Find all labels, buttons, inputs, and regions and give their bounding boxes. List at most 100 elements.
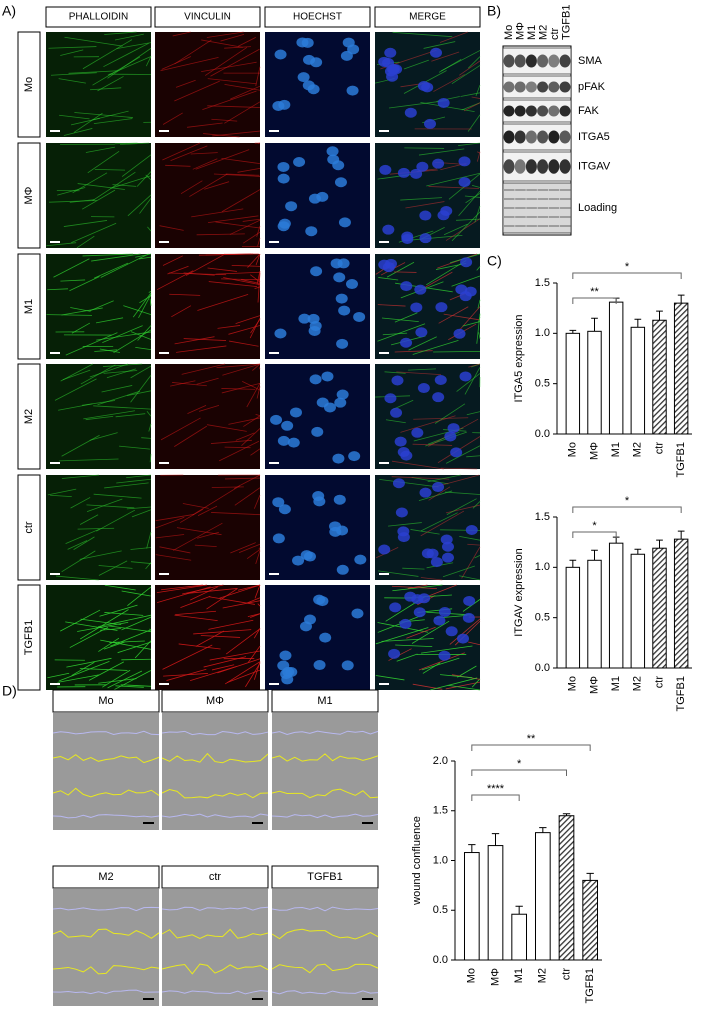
fiber <box>241 279 261 284</box>
fiber <box>462 321 481 327</box>
fiber <box>222 363 261 376</box>
fiber <box>187 405 207 414</box>
nucleus <box>417 383 430 394</box>
nucleus <box>341 660 354 671</box>
fiber <box>200 635 241 638</box>
fiber <box>70 497 91 509</box>
fiber <box>113 329 152 353</box>
blot-band <box>559 54 571 68</box>
fiber <box>127 586 152 607</box>
band-label: ITGAV <box>578 160 611 172</box>
nucleus <box>277 173 290 184</box>
fiber <box>47 488 77 496</box>
nucleus <box>334 397 347 408</box>
significance-label: ** <box>590 286 599 298</box>
blot-band <box>559 81 571 93</box>
fiber <box>116 42 152 49</box>
fiber <box>161 584 203 591</box>
wound-edge <box>271 963 379 974</box>
fiber <box>130 561 152 564</box>
nucleus <box>278 218 291 229</box>
fiber <box>80 618 122 625</box>
micrograph <box>155 143 260 248</box>
nucleus <box>285 201 298 212</box>
nucleus <box>400 281 413 292</box>
fiber <box>215 221 261 229</box>
nucleus <box>353 311 366 322</box>
nucleus <box>453 328 466 339</box>
fiber <box>221 157 261 165</box>
fiber <box>210 439 252 444</box>
nucleus <box>336 338 349 349</box>
fiber <box>149 298 152 306</box>
blot-strip <box>502 99 572 123</box>
blot-band <box>548 54 560 68</box>
fiber <box>46 314 92 316</box>
fiber <box>107 670 143 689</box>
fiber <box>464 195 481 198</box>
nucleus <box>386 71 399 82</box>
wound-image <box>162 889 268 1006</box>
fiber <box>115 685 144 688</box>
fiber <box>463 102 481 112</box>
bar <box>487 845 504 961</box>
lane-label: TGFB1 <box>560 5 572 40</box>
nucleus <box>414 284 427 295</box>
nucleus <box>274 328 287 339</box>
x-tick-label: M2 <box>537 968 549 983</box>
fiber <box>68 70 119 74</box>
fiber <box>476 313 481 344</box>
panel-label: B) <box>487 3 501 19</box>
wound-image <box>53 889 159 1006</box>
fiber <box>85 146 116 153</box>
wound-edge <box>271 753 379 762</box>
fiber <box>400 415 456 433</box>
fiber <box>420 645 473 654</box>
fiber <box>439 31 469 43</box>
wound-edge <box>52 906 160 912</box>
fiber <box>227 669 261 683</box>
fiber <box>406 626 436 639</box>
y-tick-label: 0.0 <box>535 428 550 440</box>
wound-edge <box>271 928 379 940</box>
fiber <box>62 369 91 381</box>
fiber <box>459 535 481 541</box>
nucleus <box>410 302 423 313</box>
fiber <box>172 522 223 551</box>
wound-edge <box>271 730 379 736</box>
fiber <box>471 678 481 688</box>
fiber <box>204 181 230 190</box>
error-bar <box>634 318 642 328</box>
fiber <box>468 641 481 646</box>
fiber <box>211 664 235 671</box>
fiber <box>202 90 257 110</box>
fiber <box>121 590 151 597</box>
fiber <box>147 226 152 232</box>
fiber <box>208 281 258 288</box>
row-header: M1 <box>23 299 35 314</box>
fiber <box>195 630 225 647</box>
significance-label: * <box>517 758 522 770</box>
fiber <box>445 445 481 464</box>
fiber <box>102 363 143 367</box>
fiber <box>135 253 152 258</box>
column-header: VINCULIN <box>184 12 231 23</box>
image-header: TGFB1 <box>307 871 342 883</box>
bar <box>511 913 528 961</box>
fiber <box>440 674 473 679</box>
y-axis-label: ITGAV expression <box>513 548 525 636</box>
fiber <box>180 595 211 609</box>
fiber <box>145 56 152 67</box>
fiber <box>457 665 477 678</box>
nucleus <box>326 146 339 157</box>
fiber <box>446 498 477 515</box>
error-bar <box>612 536 620 544</box>
fiber <box>391 476 450 480</box>
fiber <box>100 639 152 650</box>
fiber <box>120 684 152 687</box>
y-tick-label: 0.0 <box>433 954 448 966</box>
fiber <box>196 377 219 385</box>
micrograph <box>155 32 260 137</box>
bar <box>673 538 689 669</box>
band-label: SMA <box>578 55 603 67</box>
